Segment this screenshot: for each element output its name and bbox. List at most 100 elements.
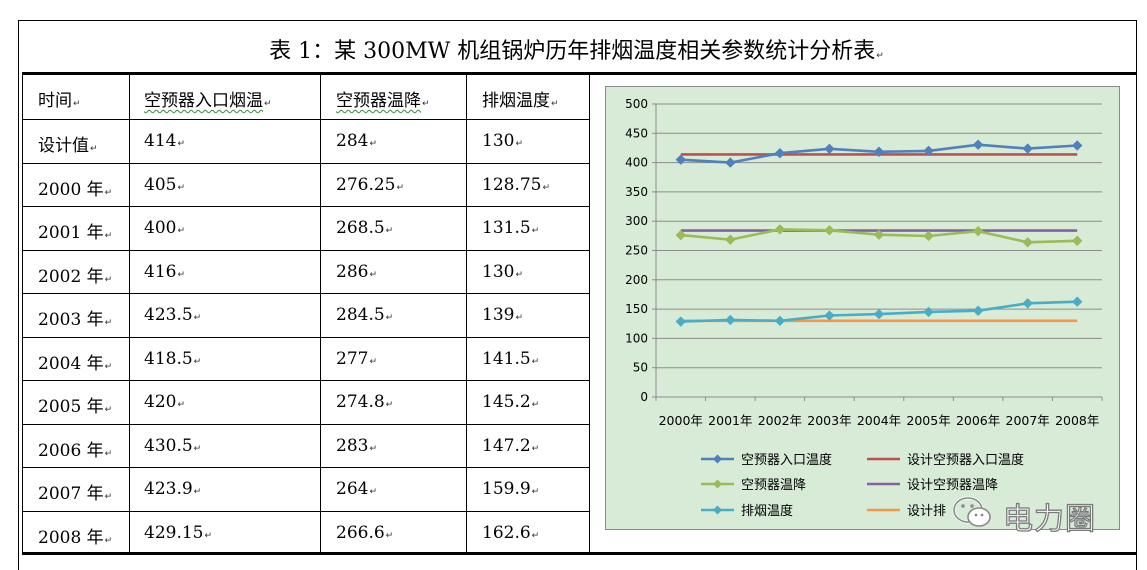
cell-value: 设计值 [38, 136, 89, 156]
table-cell: 266.6↵ [336, 522, 394, 543]
data-point [725, 157, 736, 168]
table-cell: 141.5↵ [482, 348, 540, 369]
legend-marker [713, 479, 722, 489]
y-tick-label: 300 [625, 214, 648, 228]
x-tick-label: 2000年 [659, 413, 703, 428]
cell-value: 429.15 [144, 522, 204, 543]
cell-value: 147.2 [482, 435, 531, 456]
data-point [1072, 140, 1083, 151]
table-cell: 405↵ [144, 174, 185, 195]
data-point [923, 145, 934, 157]
header-label: 空预器温降 [336, 91, 421, 111]
x-tick-label: 2007年 [1006, 413, 1050, 428]
cell-value: 159.9 [482, 479, 531, 499]
data-point [824, 310, 835, 321]
table-cell: 268.5↵ [336, 218, 394, 238]
table-row-label: 2004 年↵ [38, 353, 113, 374]
cell-value: 130 [482, 261, 515, 282]
table-row-label: 2002 年↵ [38, 266, 113, 287]
data-point [725, 234, 736, 245]
table-cell: 423.5↵ [144, 305, 202, 325]
y-tick-label: 450 [625, 126, 648, 140]
table-row-label: 2000 年↵ [38, 179, 113, 200]
table-row-divider [22, 336, 590, 338]
cell-value: 2000 年 [38, 179, 104, 200]
legend-label: 空预器入口温度 [741, 452, 832, 468]
cell-value: 2004 年 [38, 353, 104, 374]
line-chart: 0 50 100 150 200 250 300 350 400 450 500 2000年 2001年… [605, 86, 1120, 530]
cell-value: 139 [482, 305, 515, 325]
table-row-divider [22, 467, 590, 468]
data-point [1022, 237, 1033, 248]
table-cell: 284↵ [336, 131, 377, 151]
y-tick-label: 50 [633, 361, 648, 375]
cell-value: 2008 年 [38, 527, 104, 548]
table-cell: 430.5↵ [144, 435, 202, 456]
table-title: 表 1：某 300MW 机组锅炉历年排烟温度相关参数统计分析表↵ [269, 39, 884, 64]
data-point [972, 139, 984, 150]
legend-label: 空预器温降 [741, 478, 806, 493]
y-tick-label: 0 [640, 390, 648, 404]
data-point [774, 148, 786, 159]
cell-value: 141.5 [482, 348, 531, 369]
table-title-text: 表 1：某 300MW 机组锅炉历年排烟温度相关参数统计分析表 [269, 39, 876, 64]
cell-value: 2002 年 [38, 266, 104, 287]
table-col-divider [320, 74, 321, 553]
table-cell: 414↵ [144, 131, 185, 151]
x-tick-label: 2005年 [906, 413, 950, 428]
x-tick-label: 2002年 [758, 413, 802, 428]
cell-value: 420 [144, 392, 177, 412]
table-row-label: 2005 年↵ [38, 397, 113, 417]
cell-value: 2005 年 [38, 397, 104, 417]
header-label: 排烟温度 [482, 91, 550, 111]
cell-value: 2001 年 [38, 223, 104, 243]
data-point [972, 225, 984, 237]
x-tick-label: 2003年 [807, 413, 851, 428]
table-row-label: 2001 年↵ [38, 223, 113, 243]
cell-value: 423.5 [144, 305, 193, 325]
table-cell: 429.15↵ [144, 522, 213, 543]
x-tick-label: 2001年 [708, 413, 752, 428]
table-col-divider [22, 74, 23, 553]
cell-value: 2003 年 [38, 310, 104, 330]
data-point [873, 146, 885, 157]
table-cell: 423.9↵ [144, 479, 202, 499]
watermark-text: 电力圈 [1002, 501, 1096, 537]
data-point [1072, 296, 1083, 307]
data-point [1022, 298, 1033, 309]
cell-value: 286 [336, 261, 369, 282]
cell-value: 130 [482, 131, 515, 151]
legend-label: 设计空预器温降 [907, 478, 998, 493]
y-tick-label: 100 [625, 331, 648, 345]
data-point [675, 154, 686, 165]
table-cell: 286↵ [336, 261, 377, 282]
data-point [774, 224, 786, 235]
data-point [873, 229, 885, 240]
table-header-cell: 空预器温降↵ [336, 91, 430, 111]
data-point [1022, 143, 1033, 154]
table-cell: 276.25↵ [336, 174, 405, 195]
header-label: 空预器入口烟温 [144, 91, 263, 111]
table-bottom-rule [22, 552, 1137, 555]
data-point [824, 143, 835, 155]
table-row-divider [22, 510, 590, 512]
x-tick-label: 2006年 [956, 413, 1000, 428]
table-row-label: 2003 年↵ [38, 310, 113, 330]
table-cell: 400↵ [144, 218, 185, 238]
data-point [923, 306, 934, 318]
cell-value: 2006 年 [38, 440, 104, 461]
table-col-divider [466, 74, 467, 553]
cell-value: 128.75 [482, 174, 542, 195]
cell-value: 284 [336, 131, 369, 151]
data-point [774, 315, 786, 327]
table-cell: 420↵ [144, 392, 185, 412]
cell-value: 405 [144, 174, 177, 195]
y-tick-label: 400 [625, 156, 648, 170]
table-cell: 147.2↵ [482, 435, 540, 456]
table-row-divider [22, 249, 590, 251]
legend-label: 排烟温度 [741, 503, 793, 519]
table-cell: 418.5↵ [144, 348, 202, 369]
table-col-divider [129, 74, 130, 553]
table-header-cell: 排烟温度↵ [482, 91, 559, 111]
data-point [675, 316, 686, 327]
